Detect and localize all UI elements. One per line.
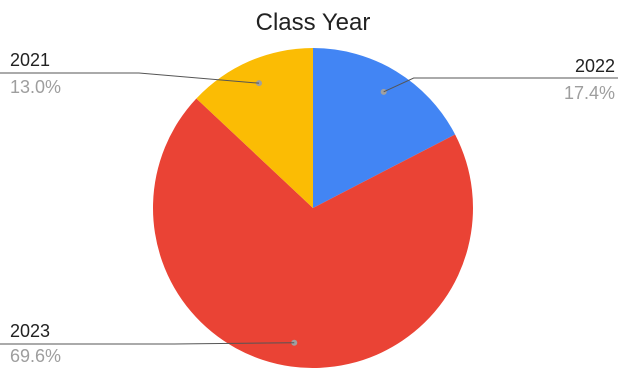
leader-lines bbox=[0, 72, 618, 346]
pie-slice-2022 bbox=[313, 48, 456, 208]
slice-labels: 2022 17.4% 2023 69.6% 2021 13.0% bbox=[10, 50, 615, 366]
slice-label-2023: 2023 bbox=[10, 321, 50, 341]
chart-title: Class Year bbox=[256, 9, 371, 36]
leader-line-2023 bbox=[0, 342, 295, 345]
slice-percent-2023: 69.6% bbox=[10, 346, 61, 366]
slice-label-2021: 2021 bbox=[10, 50, 50, 70]
slice-percent-2022: 17.4% bbox=[564, 83, 615, 103]
leader-line-2022 bbox=[383, 77, 618, 93]
pie-slice-2021 bbox=[196, 48, 313, 208]
pie-slice-2023 bbox=[153, 98, 474, 368]
slice-label-2022: 2022 bbox=[575, 56, 615, 76]
pie-slices bbox=[153, 48, 474, 368]
slice-percent-2021: 13.0% bbox=[10, 77, 61, 97]
leader-line-2021 bbox=[0, 72, 260, 84]
